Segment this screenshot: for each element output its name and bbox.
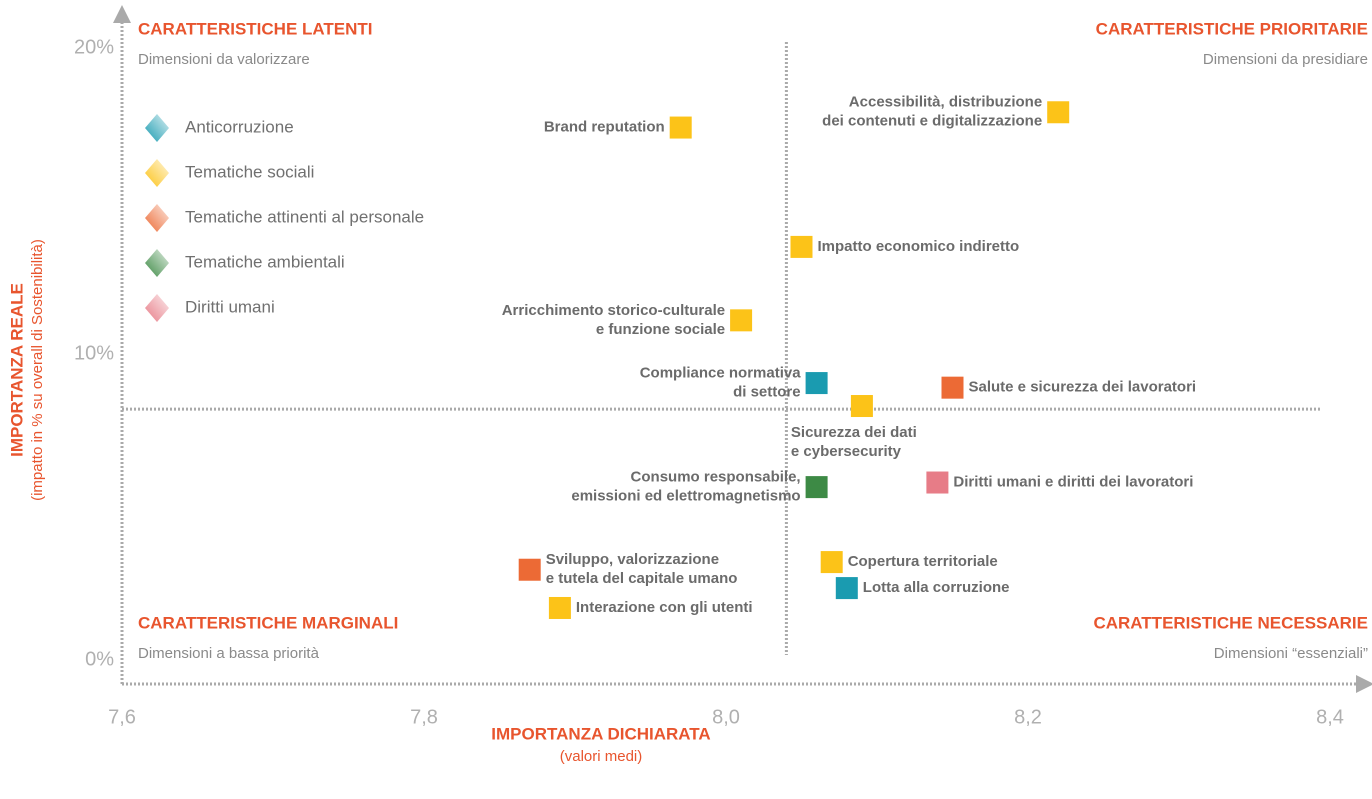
quadrant-title: CARATTERISTICHE LATENTI <box>138 19 373 38</box>
quadrant-subtitle: Dimensioni da presidiare <box>1203 51 1368 68</box>
point <box>548 596 571 619</box>
quadrant-title: CARATTERISTICHE PRIORITARIE <box>1096 19 1368 38</box>
quadrant-title: CARATTERISTICHE NECESSARIE <box>1093 613 1368 632</box>
y-axis-title: IMPORTANZA REALE <box>7 283 26 457</box>
point-label: Diritti umani e diritti dei lavoratori <box>953 473 1193 490</box>
point <box>850 395 873 418</box>
point <box>805 476 828 499</box>
point-label: Accessibilità, distribuzione <box>849 94 1042 111</box>
point-label: Salute e sicurezza dei lavoratori <box>969 379 1197 396</box>
point-label: Impatto economico indiretto <box>818 238 1020 255</box>
point <box>805 372 828 395</box>
x-tick-label: 7,8 <box>410 706 438 728</box>
legend-label: Diritti umani <box>185 297 275 316</box>
point <box>835 577 858 600</box>
point-label: Arricchimento storico-culturale <box>502 302 725 319</box>
y-tick-label: 20% <box>74 36 114 58</box>
point-label: Lotta alla corruzione <box>863 579 1010 596</box>
legend-swatch <box>145 159 169 187</box>
x-tick-label: 8,0 <box>712 706 740 728</box>
x-tick-label: 7,6 <box>108 706 136 728</box>
legend-label: Tematiche sociali <box>185 162 314 181</box>
legend-label: Tematiche attinenti al personale <box>185 207 424 226</box>
legend-swatch <box>145 294 169 322</box>
y-axis-subtitle: (impatto in % su overall di Sostenibilit… <box>29 239 46 501</box>
point <box>518 558 541 581</box>
legend-swatch <box>145 204 169 232</box>
point-label: Sicurezza dei dati <box>791 424 917 441</box>
x-axis-title: IMPORTANZA DICHIARATA <box>491 724 710 743</box>
point <box>790 235 813 258</box>
y-tick-label: 0% <box>85 648 114 670</box>
point <box>669 116 692 139</box>
point <box>730 309 753 332</box>
point-label: Sviluppo, valorizzazione <box>546 551 719 568</box>
quadrant-subtitle: Dimensioni a bassa priorità <box>138 645 320 662</box>
point-label: e funzione sociale <box>596 321 725 338</box>
quadrant-subtitle: Dimensioni da valorizzare <box>138 51 310 68</box>
point-label: Interazione con gli utenti <box>576 599 753 616</box>
point-label: e cybersecurity <box>791 443 902 460</box>
point <box>820 551 843 574</box>
point-label: e tutela del capitale umano <box>546 570 738 587</box>
point-label: di settore <box>733 384 801 401</box>
point-label: Consumo responsabile, <box>631 469 801 486</box>
x-axis-subtitle: (valori medi) <box>560 748 643 765</box>
quadrant-title: CARATTERISTICHE MARGINALI <box>138 613 398 632</box>
legend-swatch <box>145 114 169 142</box>
quadrant-subtitle: Dimensioni “essenziali” <box>1214 645 1368 662</box>
point <box>926 471 949 494</box>
point-label: Brand reputation <box>544 119 665 136</box>
point <box>1047 101 1070 124</box>
legend-label: Tematiche ambientali <box>185 252 345 271</box>
point-label: Copertura territoriale <box>848 553 998 570</box>
point-label: Compliance normativa <box>640 365 802 382</box>
point-label: dei contenuti e digitalizzazione <box>822 113 1042 130</box>
point <box>941 376 964 399</box>
legend-swatch <box>145 249 169 277</box>
point-label: emissioni ed elettromagnetismo <box>571 488 800 505</box>
y-tick-label: 10% <box>74 342 114 364</box>
legend-label: Anticorruzione <box>185 117 294 136</box>
x-tick-label: 8,4 <box>1316 706 1344 728</box>
x-tick-label: 8,2 <box>1014 706 1042 728</box>
